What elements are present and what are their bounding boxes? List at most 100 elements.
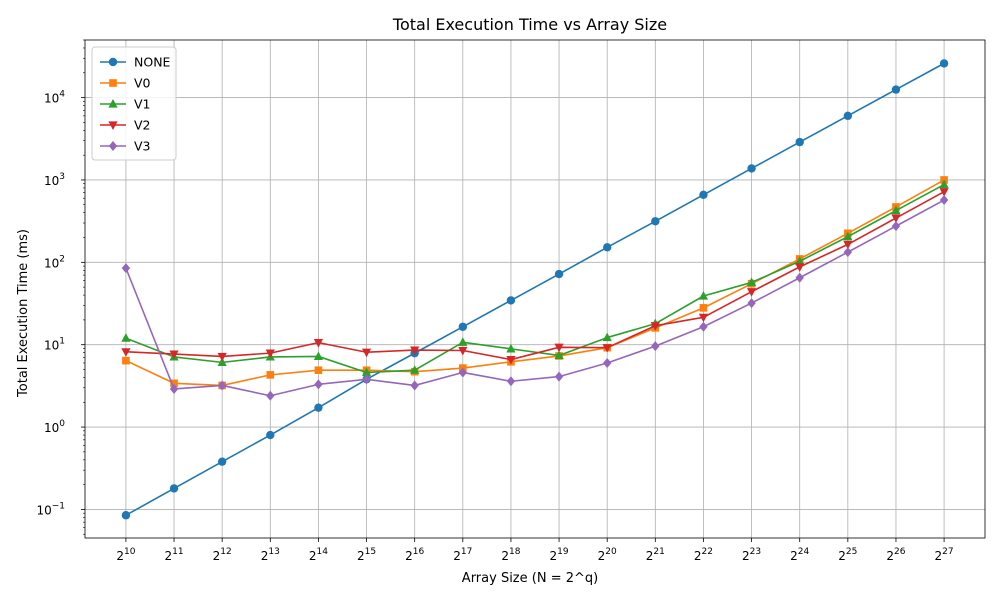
legend: NONE V0 V1 V2 V3: [91, 46, 177, 161]
x-tick-label: 219: [550, 547, 569, 563]
data-point: [699, 190, 708, 200]
data-point: [554, 343, 564, 353]
legend-swatch-marker: [108, 57, 118, 67]
legend-label: V0: [134, 76, 151, 91]
data-point: [314, 366, 323, 375]
data-point: [795, 263, 805, 272]
data-point: [891, 205, 901, 215]
data-point: [506, 376, 516, 387]
x-tick-label: 215: [357, 547, 376, 563]
x-tick-label: 217: [453, 547, 472, 563]
data-point: [458, 346, 468, 356]
data-point: [698, 313, 709, 323]
data-point: [651, 217, 660, 226]
data-point: [602, 332, 612, 342]
series-v3: [121, 195, 949, 401]
x-tick-label: 210: [116, 547, 135, 563]
series-v2: [121, 188, 949, 365]
x-tick-label: 221: [646, 547, 665, 563]
data-point: [843, 111, 853, 121]
data-point: [458, 367, 468, 378]
data-point: [217, 352, 227, 362]
x-tick-label: 220: [598, 547, 617, 563]
data-point: [458, 337, 468, 346]
data-point: [747, 164, 756, 173]
x-tick-label: 225: [838, 547, 857, 563]
data-point: [410, 346, 420, 356]
x-tick-label: 211: [164, 547, 183, 563]
data-point: [699, 321, 708, 332]
legend-label: V3: [134, 139, 151, 154]
data-point: [313, 339, 324, 348]
data-point: [122, 356, 130, 365]
data-point: [266, 371, 275, 379]
axes: 210 211 212 213 214 215 216 217 218 219 220 221 222 2…: [36, 39, 954, 563]
x-tick-label: 222: [694, 547, 713, 563]
y-tick-label: 100: [44, 419, 65, 435]
x-tick-label: 214: [309, 547, 328, 563]
legend-swatch-marker: [109, 79, 117, 87]
data-point: [458, 322, 468, 331]
data-point: [314, 403, 323, 412]
data-point: [121, 333, 131, 342]
y-axis-label: Total Execution Time (ms): [16, 229, 31, 398]
data-point: [939, 59, 949, 68]
data-point: [506, 355, 516, 365]
data-point: [266, 390, 275, 401]
legend-label: V2: [134, 118, 151, 133]
data-point: [699, 304, 708, 312]
x-tick-label: 227: [935, 547, 954, 563]
legend-swatch-marker: [108, 99, 118, 108]
data-point: [747, 298, 756, 309]
data-point: [217, 357, 227, 366]
y-tick-label: 104: [44, 90, 65, 106]
data-point: [891, 85, 901, 94]
series-line: [125, 199, 945, 397]
data-point: [169, 350, 179, 360]
data-point: [843, 240, 853, 250]
data-point: [121, 263, 131, 274]
x-tick-label: 212: [213, 547, 232, 563]
plot-frame: [84, 39, 986, 539]
legend-box: [91, 46, 177, 161]
x-tick-label: 218: [501, 547, 520, 563]
series-line: [125, 183, 945, 374]
data-point: [554, 350, 564, 360]
data-point: [217, 380, 227, 391]
series-line: [125, 179, 945, 387]
y-tick-label: 101: [44, 337, 65, 353]
data-point: [843, 247, 853, 258]
data-point: [746, 288, 757, 297]
data-point: [602, 357, 612, 368]
x-tick-label: 223: [742, 547, 761, 563]
data-point: [891, 221, 901, 232]
data-point: [506, 343, 516, 353]
data-point: [698, 291, 709, 300]
y-tick-label: 102: [44, 254, 65, 270]
legend-swatch-marker: [108, 141, 118, 151]
data-point: [651, 341, 660, 352]
data-point: [843, 231, 853, 241]
series-line: [125, 62, 945, 516]
x-tick-label: 224: [790, 547, 809, 563]
data-point: [554, 269, 564, 279]
data-point: [170, 379, 178, 388]
series-layer: [121, 59, 949, 520]
series-line: [125, 190, 945, 361]
data-point: [795, 272, 804, 283]
data-point: [891, 214, 901, 224]
data-point: [314, 379, 323, 390]
data-point: [217, 457, 227, 466]
data-point: [265, 349, 275, 359]
legend-label: NONE: [134, 55, 171, 70]
data-point: [795, 137, 804, 147]
data-point: [410, 365, 420, 374]
data-point: [266, 430, 275, 440]
data-point: [361, 367, 372, 377]
data-point: [362, 374, 371, 385]
x-axis-label: Array Size (N = 2^q): [462, 571, 598, 586]
data-point: [410, 380, 419, 391]
data-point: [602, 344, 612, 353]
